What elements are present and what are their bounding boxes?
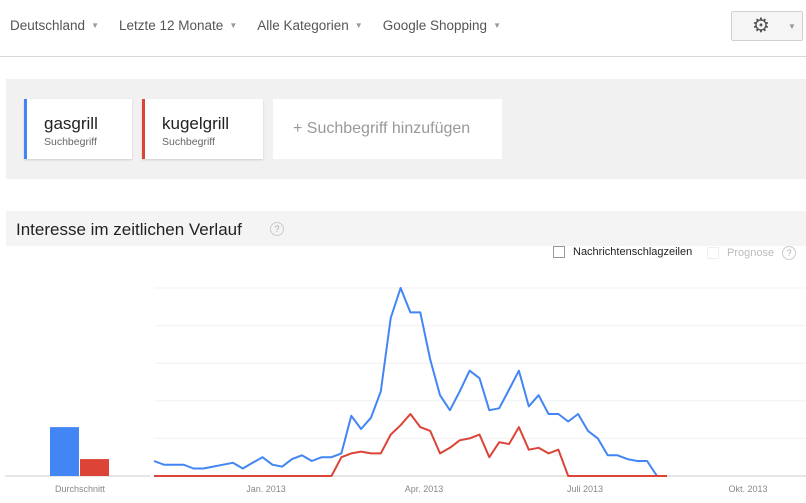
filter-property[interactable]: Google Shopping ▼ [383, 18, 501, 33]
term-name: gasgrill [44, 114, 98, 133]
series-line-gasgrill [153, 287, 658, 477]
section-header: Interesse im zeitlichen Verlauf ? [6, 211, 806, 246]
filter-label: Deutschland [10, 18, 86, 33]
term-type: Suchbegriff [162, 136, 215, 148]
caret-down-icon: ▼ [493, 21, 501, 30]
help-icon[interactable]: ? [782, 246, 797, 260]
avg-bar [50, 427, 79, 476]
section-title: Interesse im zeitlichen Verlauf [16, 220, 242, 239]
filter-region[interactable]: Deutschland ▼ [10, 18, 99, 33]
avg-bar [80, 459, 109, 476]
x-tick-label: Jan. 2013 [246, 484, 286, 494]
x-tick-label: Juli 2013 [567, 484, 603, 494]
term-name: kugelgrill [162, 114, 230, 133]
forecast-toggle[interactable]: Prognose ? [707, 246, 797, 260]
filter-time[interactable]: Letzte 12 Monate ▼ [119, 18, 237, 33]
search-terms-panel: gasgrill Suchbegriff kugelgrill Suchbegr… [6, 79, 806, 179]
add-term-button[interactable]: + Suchbegriff hinzufügen [273, 99, 502, 159]
checkbox[interactable] [553, 246, 565, 258]
checkbox[interactable] [707, 247, 719, 259]
x-tick-label: Apr. 2013 [405, 484, 444, 494]
avg-label: Durchschnitt [55, 484, 106, 494]
caret-down-icon: ▼ [354, 21, 363, 30]
top-bar: Deutschland ▼ Letzte 12 Monate ▼ Alle Kate… [0, 0, 806, 57]
x-tick-label: Okt. 2013 [728, 484, 767, 494]
forecast-label: Prognose [727, 247, 775, 259]
term-card-gasgrill[interactable]: gasgrill Suchbegriff [24, 99, 132, 159]
caret-down-icon: ▼ [787, 21, 796, 31]
news-label: Nachrichtenschlagzeilen [573, 246, 693, 258]
caret-down-icon: ▼ [91, 21, 99, 30]
filter-label: Letzte 12 Monate [118, 18, 224, 33]
series-line-kugelgrill [154, 413, 667, 477]
filter-label: Google Shopping [382, 18, 488, 33]
term-card-kugelgrill[interactable]: kugelgrill Suchbegriff [142, 99, 263, 159]
filter-bar: Deutschland ▼ Letzte 12 Monate ▼ Alle Kate… [10, 18, 501, 33]
help-icon[interactable]: ? [270, 222, 284, 236]
term-type: Suchbegriff [44, 136, 97, 148]
news-headlines-toggle[interactable]: Nachrichtenschlagzeilen [553, 246, 692, 258]
filter-label: Alle Kategorien [257, 18, 349, 33]
gear-icon: ⚙ [752, 15, 770, 37]
settings-button[interactable]: ⚙ ▼ [731, 11, 803, 41]
filter-category[interactable]: Alle Kategorien ▼ [257, 18, 362, 33]
caret-down-icon: ▼ [229, 21, 238, 30]
